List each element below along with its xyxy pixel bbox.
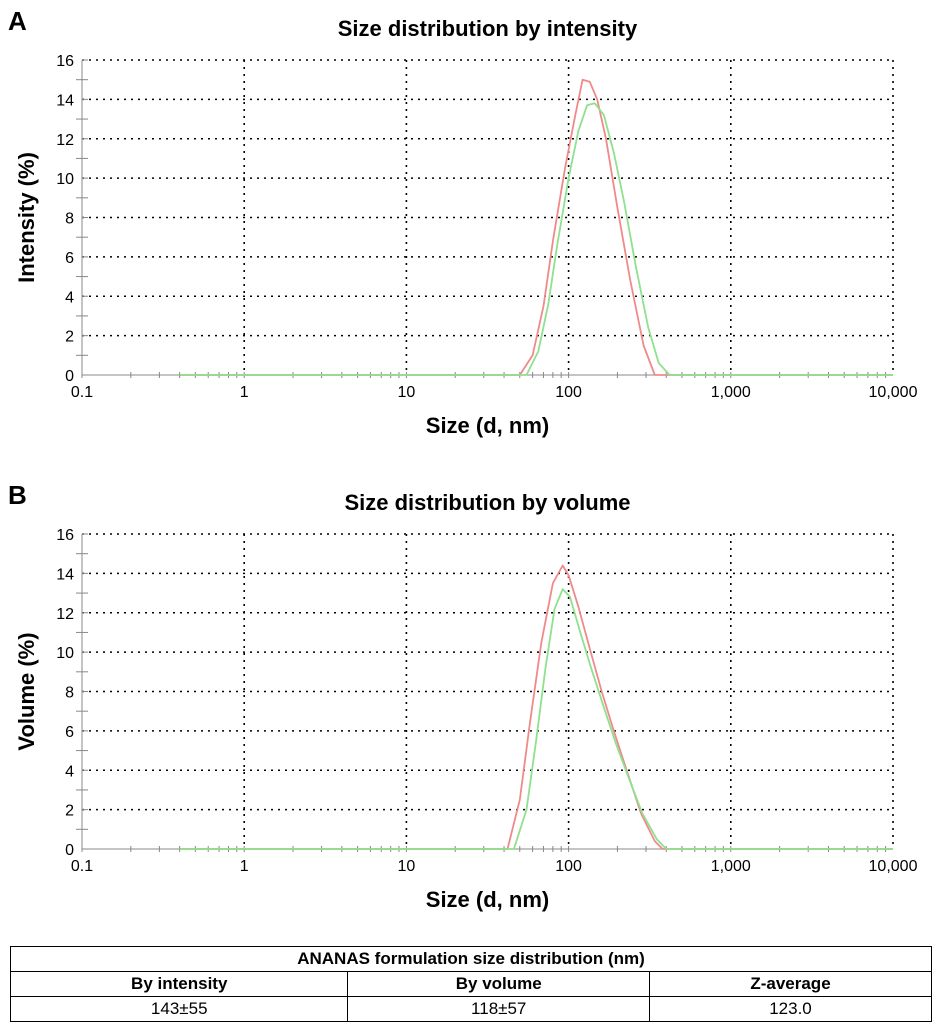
y-tick-label: 2 bbox=[65, 329, 74, 346]
series-line-2 bbox=[179, 102, 893, 376]
series-line-1 bbox=[179, 564, 893, 850]
y-tick-label: 14 bbox=[56, 92, 74, 109]
x-tick-label: 0.1 bbox=[71, 384, 93, 401]
table-header-volume: By volume bbox=[347, 971, 650, 997]
size-summary-table: ANANAS formulation size distribution (nm… bbox=[9, 946, 932, 1022]
grid-lines bbox=[82, 59, 894, 375]
volume-chart: Size distribution by volume 0 2 4 6 8 10 12 14 16… bbox=[14, 490, 918, 912]
x-tick-label: 10,000 bbox=[869, 384, 918, 401]
y-axis-title: Intensity (%) bbox=[14, 152, 39, 283]
x-tick-label: 10,000 bbox=[869, 858, 918, 875]
x-axis-title: Size (d, nm) bbox=[426, 887, 549, 912]
x-tick-label: 10 bbox=[398, 858, 416, 875]
table-value-intensity: 143±55 bbox=[9, 996, 349, 1022]
table-value-volume: 118±57 bbox=[347, 996, 650, 1022]
x-tick-label: 1,000 bbox=[711, 384, 751, 401]
x-tick-label: 1 bbox=[240, 858, 249, 875]
y-tick-label: 16 bbox=[56, 53, 74, 70]
series-line-1 bbox=[179, 78, 893, 376]
y-tick-label: 4 bbox=[65, 289, 74, 306]
x-tick-label: 1 bbox=[240, 384, 249, 401]
y-axis-title: Volume (%) bbox=[14, 632, 39, 750]
x-tick-label: 1,000 bbox=[711, 858, 751, 875]
table-title: ANANAS formulation size distribution (nm… bbox=[10, 946, 932, 972]
y-tick-label: 10 bbox=[56, 171, 74, 188]
table-header-z-average: Z-average bbox=[648, 971, 932, 997]
y-tick-label: 2 bbox=[65, 803, 74, 820]
y-tick-label: 4 bbox=[65, 763, 74, 780]
y-tick-label: 12 bbox=[56, 132, 74, 149]
chart-title: Size distribution by intensity bbox=[338, 16, 638, 41]
y-tick-label: 6 bbox=[65, 250, 74, 267]
series-line-2 bbox=[179, 588, 893, 850]
panel-a-label: A bbox=[8, 6, 27, 36]
chart-title: Size distribution by volume bbox=[344, 490, 630, 515]
x-tick-label: 100 bbox=[555, 858, 582, 875]
grid-lines bbox=[82, 533, 894, 849]
y-tick-label: 0 bbox=[65, 842, 74, 859]
x-tick-label: 10 bbox=[398, 384, 416, 401]
y-tick-label: 8 bbox=[65, 685, 74, 702]
y-tick-label: 0 bbox=[65, 368, 74, 385]
y-tick-label: 10 bbox=[56, 645, 74, 662]
table-header-intensity: By intensity bbox=[9, 971, 349, 997]
x-tick-label: 100 bbox=[555, 384, 582, 401]
panel-b-label: B bbox=[8, 480, 27, 510]
table-value-z-average: 123.0 bbox=[648, 996, 932, 1022]
y-tick-label: 8 bbox=[65, 211, 74, 228]
y-tick-label: 6 bbox=[65, 724, 74, 741]
x-tick-label: 0.1 bbox=[71, 858, 93, 875]
y-tick-label: 14 bbox=[56, 566, 74, 583]
y-tick-label: 16 bbox=[56, 527, 74, 544]
y-tick-label: 12 bbox=[56, 606, 74, 623]
intensity-chart: Size distribution by intensity 0 2 4 6 8 10 12 1… bbox=[14, 16, 918, 438]
x-axis-title: Size (d, nm) bbox=[426, 413, 549, 438]
